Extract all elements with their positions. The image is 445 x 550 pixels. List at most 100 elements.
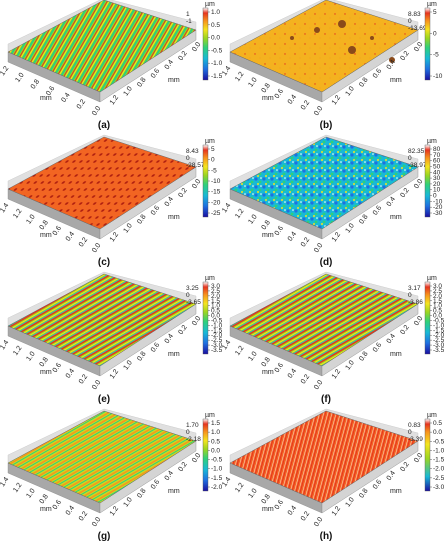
x-tick-label: 0.6 (274, 362, 285, 374)
colorbar-tick-label: 3.0 (433, 283, 442, 290)
surface-map (7, 273, 197, 367)
y-tick-label: 1.2 (109, 368, 120, 380)
colorbar-tick-label: 2.5 (433, 288, 442, 295)
z-annotation: 0 (408, 155, 412, 162)
x-tick-label: 0.4 (287, 231, 298, 243)
x-tick-label: 1.4 (0, 476, 10, 488)
x-tick-label: 0.0 (313, 242, 324, 254)
colorbar-tick-label: -10 (433, 73, 443, 80)
x-tick-label: 1.4 (221, 339, 232, 351)
panel-e: 1.4 1.2 1.0 0.8 0.6 0.4 0.2 0.0mm 1.21.00.80.60.… (0, 271, 223, 405)
y-tick-label: 0.2 (177, 187, 188, 199)
colorbar-tick-label: 0.0 (211, 447, 220, 454)
panel-label: (e) (98, 394, 110, 405)
colorbar-tick-label: -1.5 (433, 457, 445, 464)
y-tick-label: 0.2 (177, 50, 188, 62)
surface-map (7, 410, 197, 504)
colorbar-tick-label: -3.0 (211, 342, 223, 349)
y-tick-label: 0.6 (372, 205, 383, 217)
colorbar-tick-label: -2.5 (433, 475, 445, 482)
x-tick-label: 1.4 (221, 476, 232, 488)
y-tick-label: 0.2 (177, 461, 188, 473)
y-tick-label: 1.0 (345, 359, 356, 371)
x-tick-label: 0.4 (65, 505, 76, 517)
x-tick-label: 1.2 (234, 482, 245, 494)
colorbar-tick-label: -15 (211, 189, 221, 196)
x-tick-label: 0.2 (78, 373, 89, 385)
y-tick-label: 0.8 (358, 213, 369, 225)
y-tick-label: 0.4 (164, 470, 175, 482)
colorbar-tick-label: -3.0 (433, 484, 445, 491)
y-tick-label: 0.0 (191, 178, 202, 190)
x-axis-unit: mm (40, 95, 52, 102)
x-tick-label: 0.2 (78, 510, 89, 522)
x-tick-label: 1.0 (247, 213, 258, 225)
y-tick-label: 0.4 (386, 59, 397, 71)
x-tick-label: 0.6 (52, 225, 63, 237)
colorbar-unit: µm (427, 412, 437, 419)
y-tick-label: 0.8 (136, 350, 147, 362)
x-tick-label: 1.2 (0, 65, 10, 77)
x-tick-label: 1.2 (12, 482, 23, 494)
y-axis-unit: mm (168, 214, 180, 221)
colorbar-tick-label: -0.5 (211, 457, 223, 464)
colorbar-tick-label: -0.5 (433, 438, 445, 445)
z-annotation: 8.43 (186, 148, 199, 155)
panel-f: 1.4 1.2 1.0 0.8 0.6 0.4 0.2 0.0mm 1.21.00.80.60.… (221, 271, 445, 405)
colorbar-tick-label: -1.5 (433, 327, 445, 334)
x-axis-unit: mm (262, 369, 274, 376)
x-tick-label: 0.8 (39, 356, 50, 368)
x-axis-unit: mm (262, 232, 274, 239)
colorbar-unit: µm (427, 1, 437, 8)
x-tick-label: 0.2 (300, 99, 311, 111)
z-annotation: 3.25 (186, 285, 199, 292)
y-tick-label: 1.0 (123, 222, 134, 234)
y-tick-label: 0.8 (136, 213, 147, 225)
colorbar-tick-label: 60 (433, 158, 441, 165)
surface-defect (389, 57, 395, 63)
colorbar-tick-label: 0.0 (433, 313, 442, 320)
x-tick-label: 1.0 (247, 487, 258, 499)
y-tick-label: 0.6 (372, 68, 383, 80)
x-tick-label: 0.0 (91, 379, 102, 391)
y-tick-label: 0.4 (386, 196, 397, 208)
colorbar-tick-label: -10 (433, 198, 443, 205)
panel-label: (g) (98, 531, 111, 542)
z-annotation: -38.97 (408, 162, 427, 169)
panel-a: 1.21.00.80.60.40.20.0mm 1.21.00.80.60.40.… (0, 0, 223, 131)
colorbar-tick-label: 0.5 (433, 420, 442, 427)
y-axis-unit: mm (168, 351, 180, 358)
panel-label: (d) (320, 257, 333, 268)
panel-b: 1.4 1.2 1.0 0.8 0.6 0.4 0.2 0.0mm 1.21.00.80.60.… (221, 0, 443, 131)
colorbar-unit: µm (205, 138, 215, 145)
y-tick-label: 0.8 (358, 76, 369, 88)
frame-back-wall (7, 0, 197, 53)
panel-h: 1.4 1.2 1.0 0.8 0.6 0.4 0.2 0.0mm 1.21.00.80.60.… (221, 408, 445, 542)
y-tick-label: 0.6 (372, 479, 383, 491)
z-annotation: 8.83 (408, 11, 421, 18)
y-tick-label: 1.2 (331, 94, 342, 106)
y-tick-label: 0.6 (150, 68, 161, 80)
colorbar-tick-label: 2.0 (211, 293, 220, 300)
y-tick-label: 1.0 (123, 359, 134, 371)
y-axis-unit: mm (390, 214, 402, 221)
surface-map (229, 136, 419, 230)
colorbar-tick-label: -1.5 (211, 327, 223, 334)
colorbar (424, 7, 431, 81)
y-tick-label: 0.0 (191, 452, 202, 464)
colorbar-tick-label: -2.0 (433, 466, 445, 473)
y-tick-label: 1.0 (345, 85, 356, 97)
y-tick-label: 0.4 (386, 470, 397, 482)
x-tick-label: 0.4 (287, 368, 298, 380)
z-annotation: 1 (186, 11, 190, 18)
colorbar-tick-label: 0 (433, 30, 437, 37)
colorbar-tick-label: 30 (433, 175, 441, 182)
colorbar (424, 281, 431, 355)
surface-map (229, 273, 419, 367)
y-tick-label: 0.4 (164, 59, 175, 71)
colorbar (202, 144, 209, 218)
x-tick-label: 1.4 (0, 339, 10, 351)
panel-g: 1.4 1.2 1.0 0.8 0.6 0.4 0.2 0.0mm 1.21.00.80.60.… (0, 408, 223, 542)
z-annotation: 0 (186, 429, 190, 436)
